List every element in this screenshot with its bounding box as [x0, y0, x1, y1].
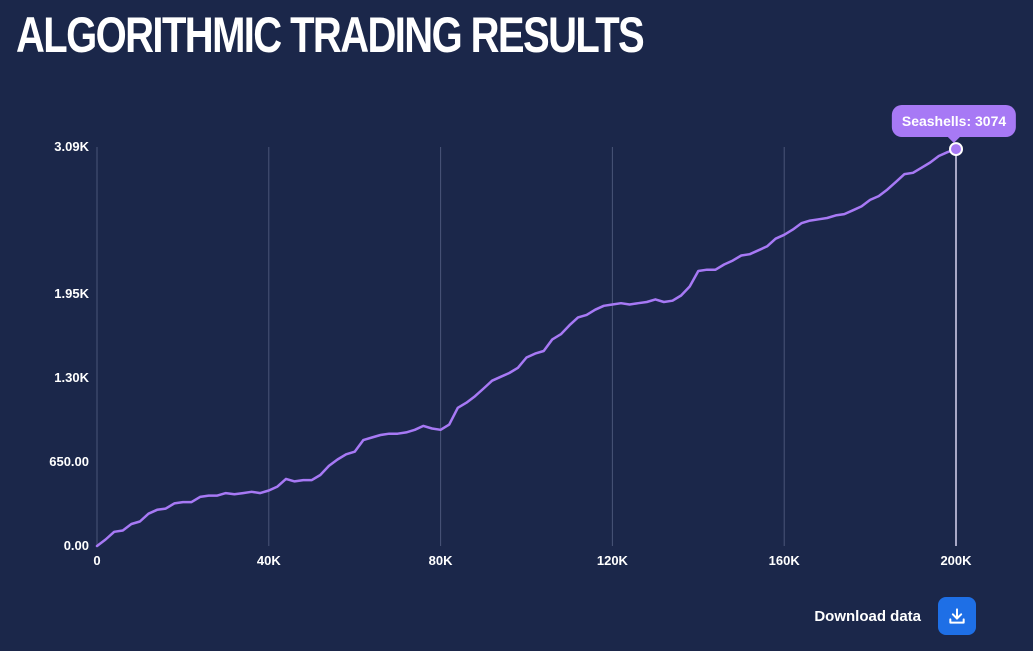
x-tick-label: 80K	[429, 553, 453, 568]
download-icon	[949, 608, 965, 624]
x-tick-label: 200K	[940, 553, 972, 568]
y-tick-label: 650.00	[49, 454, 89, 469]
y-tick-label: 1.95K	[54, 286, 89, 301]
y-axis-ticks: 0.00 650.00 1.30K 1.95K 3.09K	[49, 139, 89, 553]
x-tick-label: 120K	[597, 553, 629, 568]
highlight-layer	[949, 142, 963, 546]
series-layer	[95, 147, 958, 548]
x-tick-label: 160K	[769, 553, 801, 568]
value-tooltip: Seashells: 3074	[891, 105, 1017, 144]
y-tick-label: 1.30K	[54, 370, 89, 385]
x-tick-label: 0	[93, 553, 100, 568]
download-label[interactable]: Download data	[814, 607, 921, 625]
series-line-seashells	[95, 147, 958, 548]
download-row: Download data	[814, 597, 976, 635]
x-axis-ticks: 0 40K 80K 120K 160K 200K	[93, 553, 972, 568]
page-title: ALGORITHMIC TRADING RESULTS	[16, 7, 645, 63]
y-tick-label: 3.09K	[54, 139, 89, 154]
y-tick-label: 0.00	[64, 538, 89, 553]
download-button[interactable]	[938, 597, 976, 635]
hover-point-marker[interactable]	[949, 142, 963, 157]
grid-lines	[96, 147, 957, 546]
tooltip-label: Seashells: 3074	[901, 113, 1007, 130]
x-tick-label: 40K	[257, 553, 281, 568]
